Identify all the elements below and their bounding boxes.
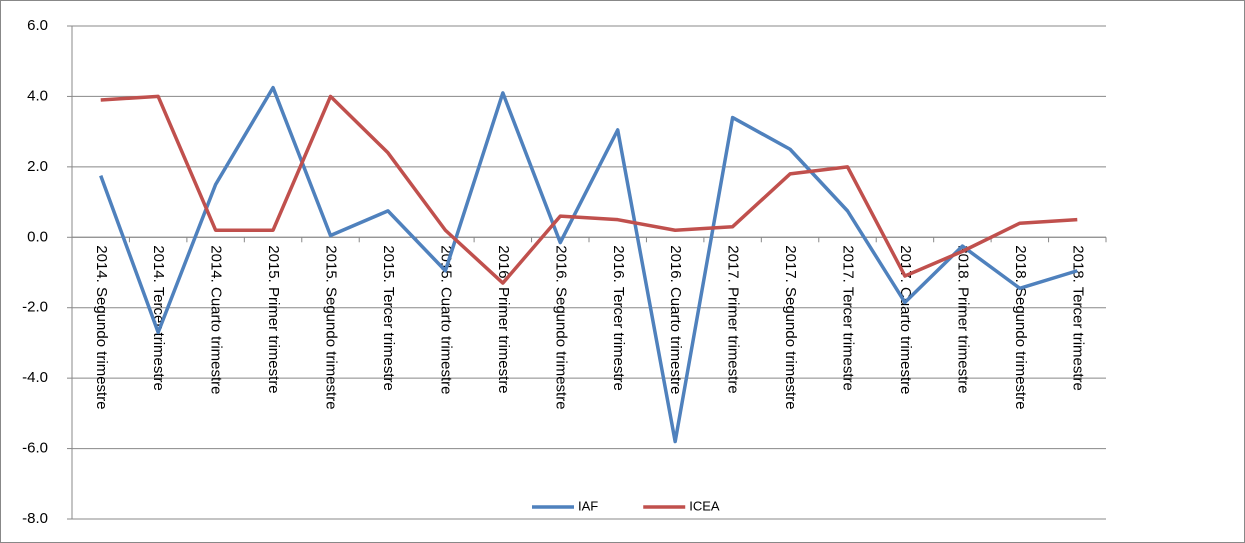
x-tick-label: 2017. Cuarto trimestre	[897, 245, 914, 394]
x-tick-label: 2016. Cuarto trimestre	[667, 245, 684, 394]
x-tick-label: 2018. Primer trimestre	[954, 245, 971, 393]
legend-label: ICEA	[689, 498, 720, 513]
x-tick-label: 2018. Tercer trimestre	[1069, 245, 1086, 391]
x-tick-label: 2016. Primer trimestre	[495, 245, 512, 393]
y-tick-label: 2.0	[27, 158, 48, 175]
y-tick-label: 6.0	[27, 17, 48, 34]
x-tick-label: 2014. Cuarto trimestre	[208, 245, 225, 394]
x-tick-label: 2016. Tercer trimestre	[610, 245, 627, 391]
line-series	[99, 85, 1078, 444]
y-tick-label: 4.0	[27, 87, 48, 104]
x-tick-label: 2017. Primer trimestre	[725, 245, 742, 393]
x-tick-label: 2014. Tercer trimestre	[150, 245, 167, 391]
y-tick-label: -6.0	[22, 440, 48, 457]
x-tick-label: 2017. Segundo trimestre	[782, 245, 799, 409]
x-tick-label: 2014. Segundo trimestre	[93, 245, 110, 409]
y-tick-label: 0.0	[27, 228, 48, 245]
x-tick-label: 2015. Tercer trimestre	[380, 245, 397, 391]
y-tick-label: -4.0	[22, 369, 48, 386]
y-tick-label: -8.0	[22, 510, 48, 527]
x-tick-label: 2017. Tercer trimestre	[840, 245, 857, 391]
x-tick-label: 2016. Segundo trimestre	[552, 245, 569, 409]
x-tick-label: 2015. Cuarto trimestre	[437, 245, 454, 394]
line-series	[100, 94, 1078, 285]
legend-label: IAF	[578, 498, 598, 513]
x-tick-label: 2015. Primer trimestre	[265, 245, 282, 393]
x-tick-label: 2018. Segundo trimestre	[1012, 245, 1029, 409]
x-tick-label: 2015. Segundo trimestre	[323, 245, 340, 409]
y-tick-label: -2.0	[22, 299, 48, 316]
